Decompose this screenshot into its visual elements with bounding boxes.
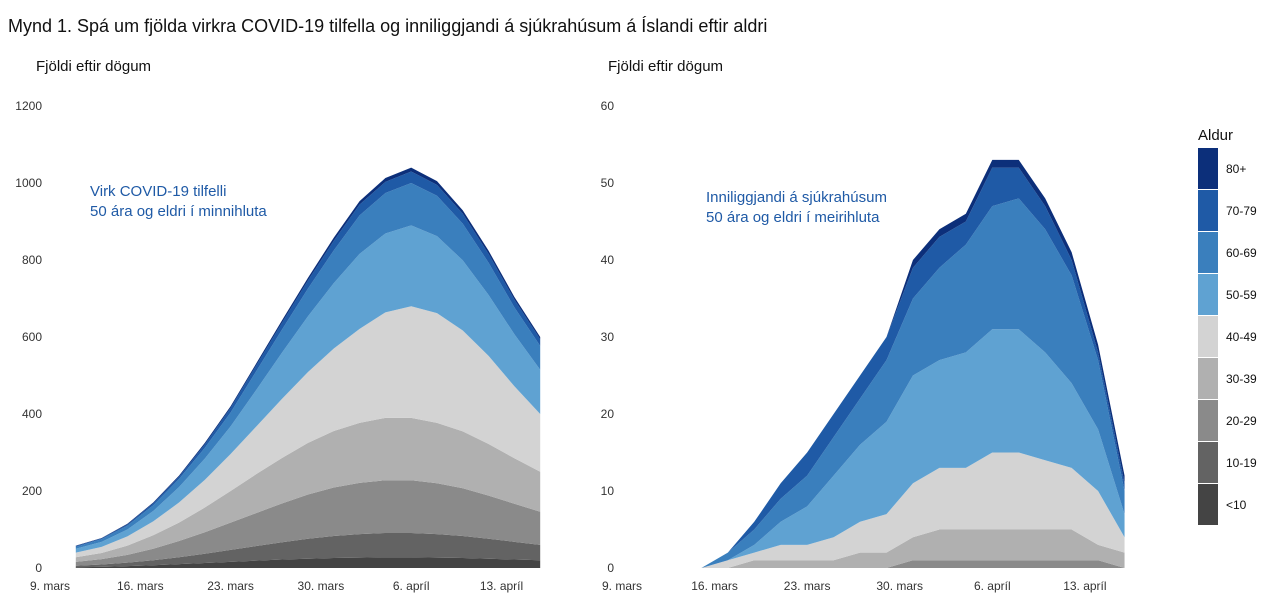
y-tick-label: 50 xyxy=(601,176,615,190)
area-series-50-59 xyxy=(75,225,541,553)
y-tick-label: 30 xyxy=(601,330,615,344)
area-series-50-59 xyxy=(622,329,1125,568)
area-series-20-29 xyxy=(75,480,541,566)
x-tick-label: 13. apríl xyxy=(480,579,523,593)
left-y-axis-label: Fjöldi eftir dögum xyxy=(36,58,152,75)
area-series-30-39 xyxy=(75,417,541,562)
legend: Aldur 80+ 70-79 60-69 50-59 40-49 30-39 20-29 10… xyxy=(1198,127,1257,525)
y-tick-label: 600 xyxy=(22,330,42,344)
legend-swatch xyxy=(1198,232,1218,273)
legend-label: 30-39 xyxy=(1226,372,1257,386)
right-chart-panel: 0 10 20 30 40 50 60 9. mars 16. mars 23. mars 30. … xyxy=(601,99,1125,593)
legend-label: 70-79 xyxy=(1226,204,1257,218)
x-tick-label: 23. mars xyxy=(207,579,254,593)
legend-label: 10-19 xyxy=(1226,456,1257,470)
y-tick-label: 1000 xyxy=(15,176,42,190)
legend-swatch xyxy=(1198,484,1218,525)
legend-swatch xyxy=(1198,442,1218,483)
area-series-30-39 xyxy=(622,529,1125,568)
x-tick-label: 9. mars xyxy=(602,579,642,593)
chart-annotation-line: 50 ára og eldri í minnihluta xyxy=(90,203,267,220)
y-tick-label: 10 xyxy=(601,484,615,498)
chart-annotation-line: 50 ára og eldri í meirihluta xyxy=(706,209,880,226)
left-chart-panel: 0 200 400 600 800 1000 1200 9. mars 16. mars 23. … xyxy=(15,99,541,593)
area-series-under-10 xyxy=(75,557,541,568)
y-tick-label: 400 xyxy=(22,407,42,421)
legend-label: 80+ xyxy=(1226,162,1246,176)
figure-title: Mynd 1. Spá um fjölda virkra COVID-19 ti… xyxy=(8,16,768,36)
x-tick-label: 23. mars xyxy=(784,579,831,593)
y-tick-label: 800 xyxy=(22,253,42,267)
area-series-10-19 xyxy=(75,532,541,568)
area-series-20-29 xyxy=(622,560,1125,568)
legend-swatch xyxy=(1198,274,1218,315)
legend-label: <10 xyxy=(1226,498,1247,512)
legend-title: Aldur xyxy=(1198,127,1233,144)
legend-swatch xyxy=(1198,400,1218,441)
y-tick-label: 40 xyxy=(601,253,615,267)
chart-annotation-line: Virk COVID-19 tilfelli xyxy=(90,183,226,200)
x-tick-label: 30. mars xyxy=(876,579,923,593)
y-tick-label: 60 xyxy=(601,99,615,113)
legend-swatch xyxy=(1198,358,1218,399)
x-tick-label: 6. apríl xyxy=(393,579,430,593)
legend-label: 40-49 xyxy=(1226,330,1257,344)
y-tick-label: 0 xyxy=(607,561,614,575)
area-series-60-69 xyxy=(622,198,1125,568)
x-tick-label: 16. mars xyxy=(691,579,738,593)
x-tick-label: 13. apríl xyxy=(1063,579,1106,593)
legend-label: 60-69 xyxy=(1226,246,1257,260)
x-tick-label: 9. mars xyxy=(30,579,70,593)
y-tick-label: 200 xyxy=(22,484,42,498)
area-series-40-49 xyxy=(75,306,541,558)
x-tick-label: 16. mars xyxy=(117,579,164,593)
right-y-axis-label: Fjöldi eftir dögum xyxy=(608,58,724,75)
x-tick-label: 30. mars xyxy=(298,579,345,593)
area-series-40-49 xyxy=(622,452,1125,568)
legend-swatch xyxy=(1198,316,1218,357)
chart-annotation-line: Inniliggjandi á sjúkrahúsum xyxy=(706,189,887,206)
x-tick-label: 6. apríl xyxy=(974,579,1011,593)
legend-swatch xyxy=(1198,190,1218,231)
y-tick-label: 20 xyxy=(601,407,615,421)
legend-label: 50-59 xyxy=(1226,288,1257,302)
y-tick-label: 0 xyxy=(35,561,42,575)
area-series-70-79 xyxy=(622,167,1125,568)
legend-swatch xyxy=(1198,148,1218,189)
legend-label: 20-29 xyxy=(1226,414,1257,428)
y-tick-label: 1200 xyxy=(15,99,42,113)
